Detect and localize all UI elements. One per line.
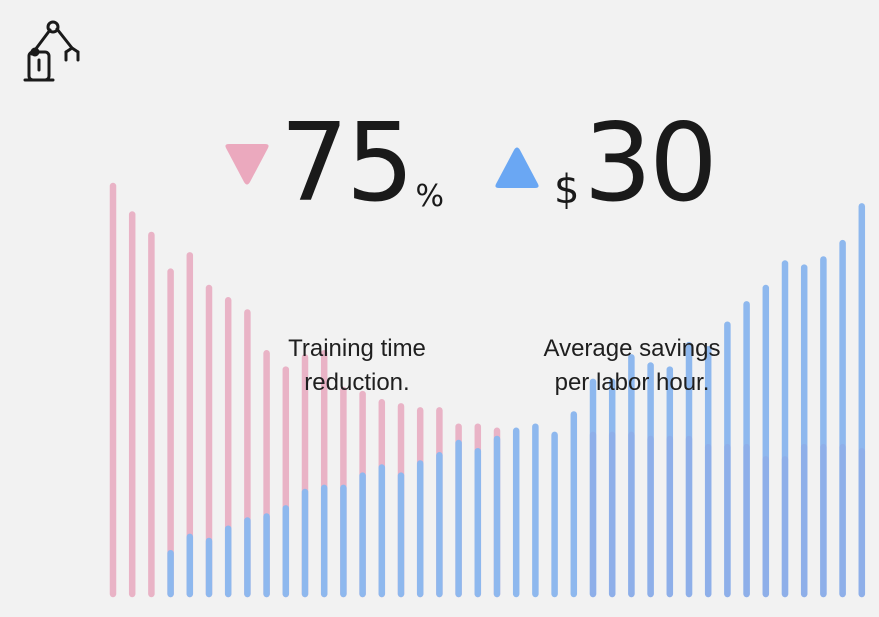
stat-value: 30	[583, 101, 717, 226]
caption-line: Training time	[288, 335, 426, 362]
stat-caption: Average savings per labor hour.	[532, 332, 732, 400]
robot-arm-icon	[23, 20, 80, 82]
caption-line: Average savings	[543, 335, 721, 362]
triangle-up-icon	[495, 147, 539, 188]
stat-unit: $	[554, 167, 580, 213]
stat-caption: Training time reduction.	[262, 332, 452, 400]
caption-line: per labor hour.	[554, 369, 710, 396]
triangle-down-icon	[225, 144, 269, 185]
stat-value: 75	[280, 101, 414, 226]
caption-line: reduction.	[304, 369, 410, 396]
stat-unit: %	[415, 179, 444, 214]
